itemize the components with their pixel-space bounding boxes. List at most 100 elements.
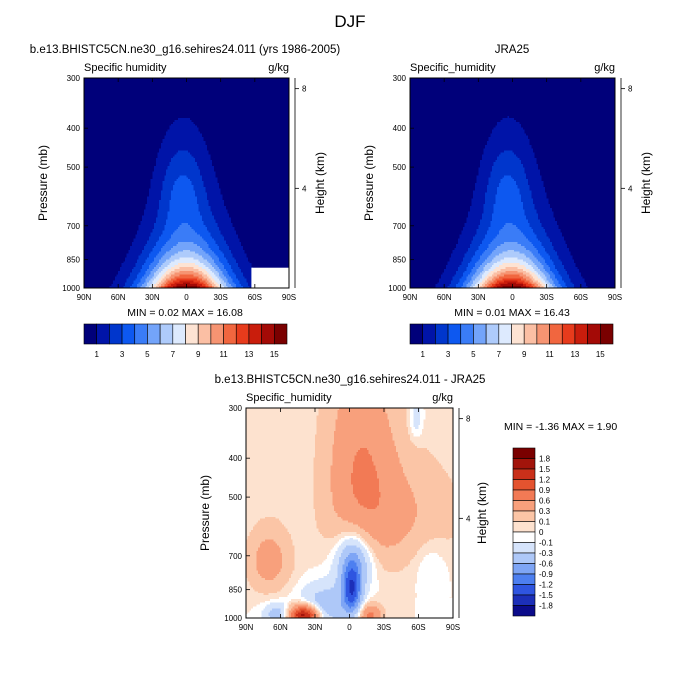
contour-cell [193, 79, 196, 83]
contour-cell [239, 79, 242, 83]
contour-cell [193, 81, 196, 85]
contour-cell [236, 79, 239, 83]
contour-cell [125, 81, 128, 85]
contour-cell [160, 85, 164, 89]
contour-cell [218, 81, 222, 85]
contour-cell [193, 100, 196, 104]
contour-cell [89, 93, 92, 96]
contour-cell [89, 95, 92, 98]
contour-cell [171, 91, 174, 94]
contour-cell [278, 95, 282, 98]
contour-cell [99, 87, 102, 91]
contour-cell [101, 93, 104, 96]
contour-cell [123, 87, 126, 91]
contour-cell [246, 97, 249, 100]
contour-cell [94, 99, 97, 102]
contour-cell [239, 91, 242, 94]
contour-cell [285, 93, 288, 96]
contour-cell [176, 100, 179, 104]
contour-cell [172, 93, 176, 96]
contour-cell [160, 91, 164, 94]
contour-cell [225, 99, 229, 102]
contour-cell [155, 102, 159, 106]
contour-cell [195, 83, 198, 87]
contour-cell [150, 102, 153, 106]
contour-cell [203, 87, 206, 91]
contour-cell [201, 102, 205, 106]
contour-cell [95, 91, 99, 94]
contour-cell [210, 100, 213, 104]
contour-cell [283, 97, 287, 100]
contour-cell [159, 78, 162, 81]
contour-cell [130, 81, 133, 85]
contour-cell [244, 78, 247, 81]
contour-cell [107, 83, 111, 87]
contour-cell [277, 79, 280, 83]
contour-cell [191, 78, 194, 81]
contour-cell [246, 91, 249, 94]
contour-cell [201, 83, 205, 87]
contour-cell [227, 100, 230, 104]
contour-cell [220, 102, 223, 106]
contour-cell [225, 95, 229, 98]
contour-cell [268, 99, 271, 102]
contour-cell [104, 85, 107, 89]
contour-cell [285, 100, 288, 104]
contour-cell [106, 81, 109, 85]
contour-cell [90, 83, 94, 87]
contour-cell [287, 91, 290, 94]
contour-cell [171, 100, 174, 104]
contour-cell [191, 81, 194, 85]
contour-cell [159, 81, 162, 85]
contour-cell [188, 91, 191, 94]
contour-cell [191, 79, 194, 83]
contour-cell [205, 97, 208, 100]
contour-cell [205, 87, 208, 91]
panel-model-subtitle-left: Specific humidity [84, 62, 167, 74]
contour-cell [271, 87, 275, 91]
contour-cell [277, 87, 280, 91]
contour-cell [254, 95, 258, 98]
figure-title: DJF [334, 12, 365, 31]
contour-cell [189, 79, 193, 83]
contour-cell [239, 97, 242, 100]
contour-cell [125, 95, 128, 98]
contour-cell [222, 91, 225, 94]
contour-cell [248, 93, 251, 96]
contour-cell [242, 79, 246, 83]
contour-cell [101, 83, 104, 87]
contour-cell [244, 79, 247, 83]
contour-cell [177, 87, 181, 91]
contour-cell [232, 99, 235, 102]
contour-cell [125, 78, 128, 81]
contour-cell [210, 85, 213, 89]
contour-cell [111, 78, 114, 81]
contour-cell [166, 78, 169, 81]
contour-cell [109, 100, 112, 104]
contour-cell [242, 93, 246, 96]
contour-cell [270, 97, 273, 100]
contour-cell [280, 89, 283, 92]
contour-cell [130, 102, 133, 106]
contour-cell [138, 97, 141, 100]
contour-cell [84, 100, 87, 104]
contour-cell [241, 100, 244, 104]
contour-cell [259, 91, 263, 94]
contour-cell [118, 102, 121, 106]
contour-cell [196, 89, 200, 92]
contour-cell [213, 87, 217, 91]
contour-cell [239, 81, 242, 85]
contour-cell [215, 87, 218, 91]
contour-cell [113, 95, 116, 98]
contour-cell [116, 93, 119, 96]
contour-cell [230, 81, 234, 85]
contour-cell [166, 100, 169, 104]
contour-cell [123, 81, 126, 85]
contour-cell [164, 83, 167, 87]
contour-cell [186, 83, 189, 87]
contour-cell [181, 102, 184, 106]
contour-cell [84, 83, 87, 87]
contour-cell [135, 93, 138, 96]
contour-cell [138, 100, 141, 104]
contour-cell [143, 99, 147, 102]
